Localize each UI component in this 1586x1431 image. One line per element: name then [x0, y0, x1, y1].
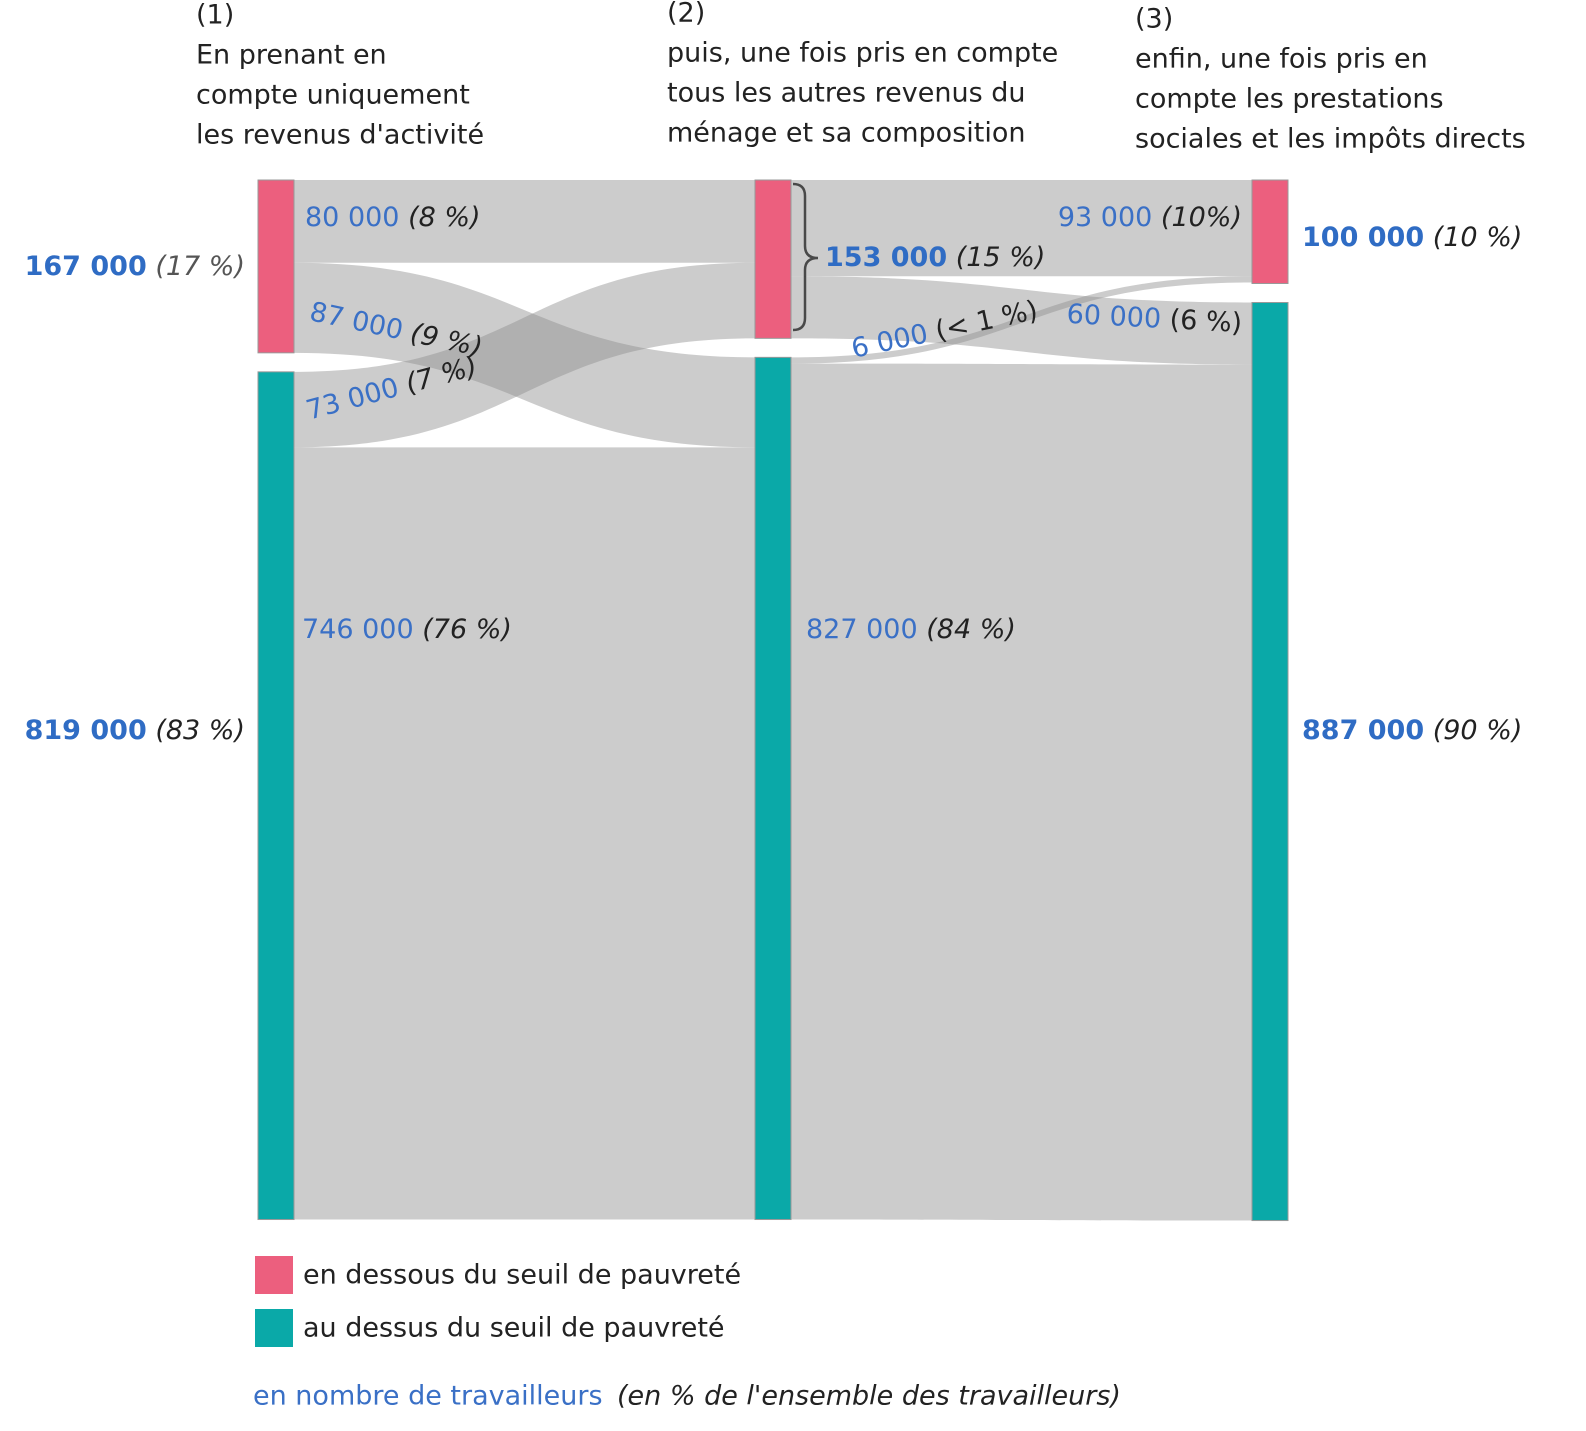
node-label: 167 000 (17 %) — [25, 251, 245, 282]
flow-label: 827 000 (84 %) — [806, 614, 1016, 645]
node-bar — [754, 356, 792, 1221]
node-share-label: (17 %) — [155, 251, 245, 282]
legend-swatch — [255, 1256, 293, 1294]
flow-label: 93 000 (10%) — [1058, 202, 1242, 233]
brace — [792, 182, 819, 332]
flow — [791, 180, 1252, 277]
node-value-label: 887 000 — [1302, 715, 1424, 746]
stage-number: (3) — [1135, 4, 1173, 35]
node-share-label: (90 %) — [1433, 715, 1523, 746]
node-share-label: (15 %) — [956, 242, 1046, 273]
flow-share-label: (84 %) — [926, 614, 1016, 645]
flow — [791, 363, 1252, 1221]
flow-value-label: 80 000 — [305, 202, 399, 233]
stage-title: sociales et les impôts directs — [1135, 124, 1526, 155]
flow-value-label: 93 000 — [1058, 202, 1152, 233]
node-value-label: 100 000 — [1302, 222, 1424, 253]
node-label: 100 000 (10 %) — [1302, 222, 1522, 253]
node-bar — [257, 179, 295, 354]
node-bar — [257, 371, 295, 1221]
stage-title: compte les prestations — [1135, 84, 1444, 115]
node-label: 153 000 (15 %) — [825, 242, 1045, 273]
flow-value-label: 746 000 — [302, 614, 414, 645]
node-share-label: (83 %) — [155, 715, 245, 746]
legend-label: au dessus du seuil de pauvreté — [303, 1313, 725, 1344]
stage-title: puis, une fois pris en compte — [667, 38, 1058, 69]
node-bar — [1251, 179, 1289, 284]
stage-title: compte uniquement — [196, 80, 470, 111]
flow — [791, 276, 1252, 364]
stage-title: tous les autres revenus du — [667, 78, 1025, 109]
flow — [294, 262, 755, 448]
flow-label: 80 000 (8 %) — [305, 202, 481, 233]
node-value-label: 819 000 — [25, 715, 147, 746]
flow — [294, 180, 755, 263]
stage-title: enfin, une fois pris en — [1135, 44, 1428, 75]
links — [294, 180, 1252, 1221]
node-value-label: 153 000 — [825, 242, 947, 273]
unit-note: en nombre de travailleurs — [253, 1381, 603, 1412]
flow-label: 60 000 (6 %) — [1066, 298, 1243, 338]
flow-value-label: 827 000 — [806, 614, 918, 645]
node-bar — [1251, 302, 1289, 1222]
stage-number: (2) — [667, 0, 705, 29]
legend-swatch — [255, 1309, 293, 1347]
flow — [294, 447, 755, 1220]
flow-share-label: (8 %) — [408, 202, 480, 233]
node-bar — [754, 179, 792, 339]
stage-title: ménage et sa composition — [667, 118, 1026, 149]
legend-label: en dessous du seuil de pauvreté — [303, 1260, 741, 1291]
node-label: 887 000 (90 %) — [1302, 715, 1522, 746]
flow — [294, 262, 755, 448]
flow-value-label: 60 000 — [1066, 298, 1162, 334]
flow — [791, 276, 1252, 365]
node-share-label: (10 %) — [1433, 222, 1523, 253]
share-note: (en % de l'ensemble des travailleurs) — [617, 1381, 1121, 1412]
flow-label: 746 000 (76 %) — [302, 614, 512, 645]
stage-title: les revenus d'activité — [196, 120, 484, 151]
flow-share-label: (6 %) — [1169, 304, 1243, 339]
node-value-label: 167 000 — [25, 251, 147, 282]
stage-number: (1) — [196, 0, 234, 31]
stage-title: En prenant en — [196, 40, 387, 71]
flow-share-label: (76 %) — [422, 614, 512, 645]
flow-share-label: (10%) — [1161, 202, 1242, 233]
node-label: 819 000 (83 %) — [25, 715, 245, 746]
